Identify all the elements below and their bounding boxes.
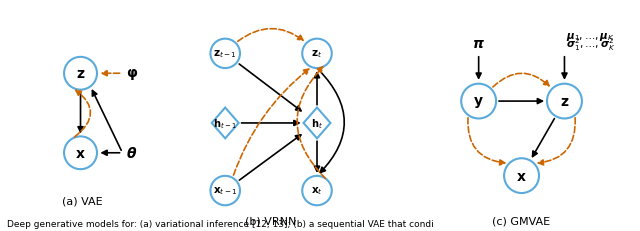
Text: $\boldsymbol{\theta}$: $\boldsymbol{\theta}$: [127, 146, 138, 161]
Circle shape: [504, 158, 539, 193]
Text: $\boldsymbol{\pi}$: $\boldsymbol{\pi}$: [472, 37, 485, 51]
Circle shape: [211, 176, 240, 205]
Polygon shape: [212, 108, 239, 139]
Text: (a) VAE: (a) VAE: [62, 196, 103, 206]
Text: $\mathbf{h}_{t}$: $\mathbf{h}_{t}$: [311, 117, 323, 130]
Text: $\mathbf{x}_{t}$: $\mathbf{x}_{t}$: [311, 185, 323, 197]
Text: $\boldsymbol{\varphi}$: $\boldsymbol{\varphi}$: [127, 67, 138, 81]
Circle shape: [64, 58, 97, 90]
Circle shape: [302, 40, 332, 69]
Text: $\mathbf{y}$: $\mathbf{y}$: [473, 94, 484, 109]
Circle shape: [64, 137, 97, 170]
Text: $\mathbf{z}_{t-1}$: $\mathbf{z}_{t-1}$: [213, 48, 237, 60]
Text: $\mathbf{z}_{t}$: $\mathbf{z}_{t}$: [312, 48, 323, 60]
Text: $\mathbf{z}$: $\mathbf{z}$: [76, 67, 85, 81]
Circle shape: [302, 176, 332, 205]
Text: (c) GMVAE: (c) GMVAE: [493, 216, 550, 225]
Text: $\mathbf{x}_{t-1}$: $\mathbf{x}_{t-1}$: [213, 185, 237, 197]
Circle shape: [461, 84, 496, 119]
Text: $\mathbf{z}$: $\mathbf{z}$: [560, 95, 569, 109]
Circle shape: [547, 84, 582, 119]
Text: $\mathbf{x}$: $\mathbf{x}$: [516, 169, 527, 183]
Polygon shape: [303, 108, 330, 139]
Text: (b) VRNN: (b) VRNN: [245, 216, 297, 225]
Text: $\boldsymbol{\sigma}_1^2, \ldots, \boldsymbol{\sigma}_K^2$: $\boldsymbol{\sigma}_1^2, \ldots, \bolds…: [566, 36, 616, 53]
Text: $\mathbf{h}_{t-1}$: $\mathbf{h}_{t-1}$: [213, 117, 237, 130]
Text: Deep generative models for: (a) variational inference [12, 13]; (b) a sequential: Deep generative models for: (a) variatio…: [7, 219, 434, 228]
Circle shape: [211, 40, 240, 69]
Text: $\mathbf{x}$: $\mathbf{x}$: [75, 146, 86, 160]
Text: $\boldsymbol{\mu}_1, \ldots, \boldsymbol{\mu}_K$: $\boldsymbol{\mu}_1, \ldots, \boldsymbol…: [566, 31, 616, 43]
